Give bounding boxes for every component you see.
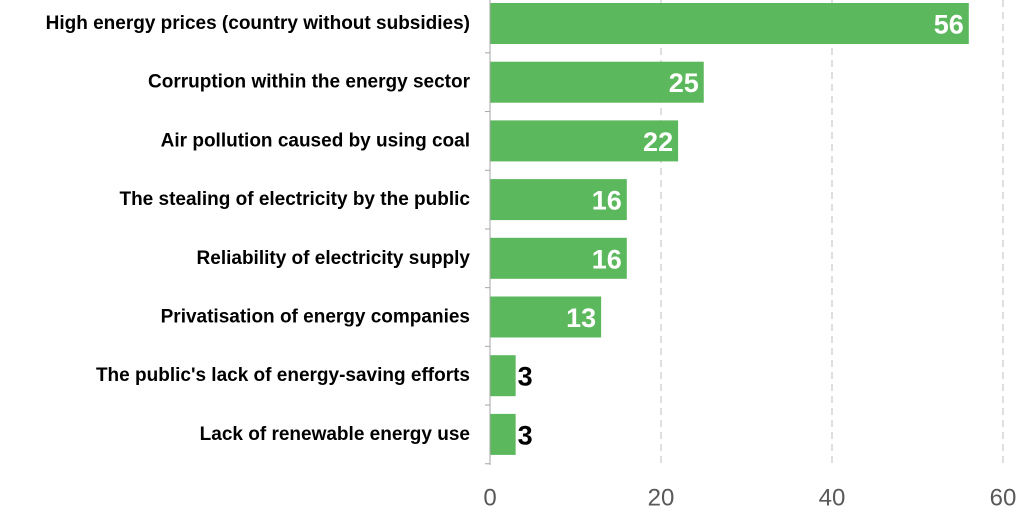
gridlines	[660, 0, 1004, 465]
bar	[490, 120, 679, 162]
data-label: 13	[566, 303, 596, 333]
data-label: 22	[643, 127, 673, 157]
bar	[490, 61, 704, 103]
y-axis	[485, 0, 491, 465]
category-label: Corruption within the energy sector	[148, 72, 471, 93]
data-label: 16	[592, 186, 622, 216]
category-label: Lack of renewable energy use	[200, 424, 470, 445]
bar	[490, 3, 969, 44]
category-label: Privatisation of energy companies	[161, 307, 470, 328]
x-tick-label: 20	[648, 485, 675, 512]
bar	[490, 355, 516, 397]
data-label: 16	[592, 244, 622, 274]
category-label: The public's lack of energy-saving effor…	[96, 365, 470, 386]
bar	[490, 296, 602, 338]
x-axis-ticks: 0 20 40 60	[483, 485, 1016, 512]
bar	[490, 237, 627, 279]
data-label: 56	[934, 10, 964, 40]
data-label: 25	[669, 68, 699, 98]
category-label: Reliability of electricity supply	[197, 248, 471, 269]
x-tick-label: 60	[990, 485, 1017, 512]
category-label: The stealing of electricity by the publi…	[119, 189, 470, 210]
category-labels: High energy prices (country without subs…	[46, 13, 471, 445]
data-label: 3	[518, 420, 533, 450]
data-label: 3	[518, 362, 533, 392]
bar	[490, 413, 516, 455]
data-labels: 56 25 22 16 16 13 3 3	[518, 10, 964, 451]
category-label: High energy prices (country without subs…	[46, 13, 470, 34]
bars	[490, 3, 969, 455]
x-tick-label: 40	[819, 485, 846, 512]
bar	[490, 179, 627, 221]
x-tick-label: 0	[483, 485, 496, 512]
category-label: Air pollution caused by using coal	[161, 130, 470, 151]
